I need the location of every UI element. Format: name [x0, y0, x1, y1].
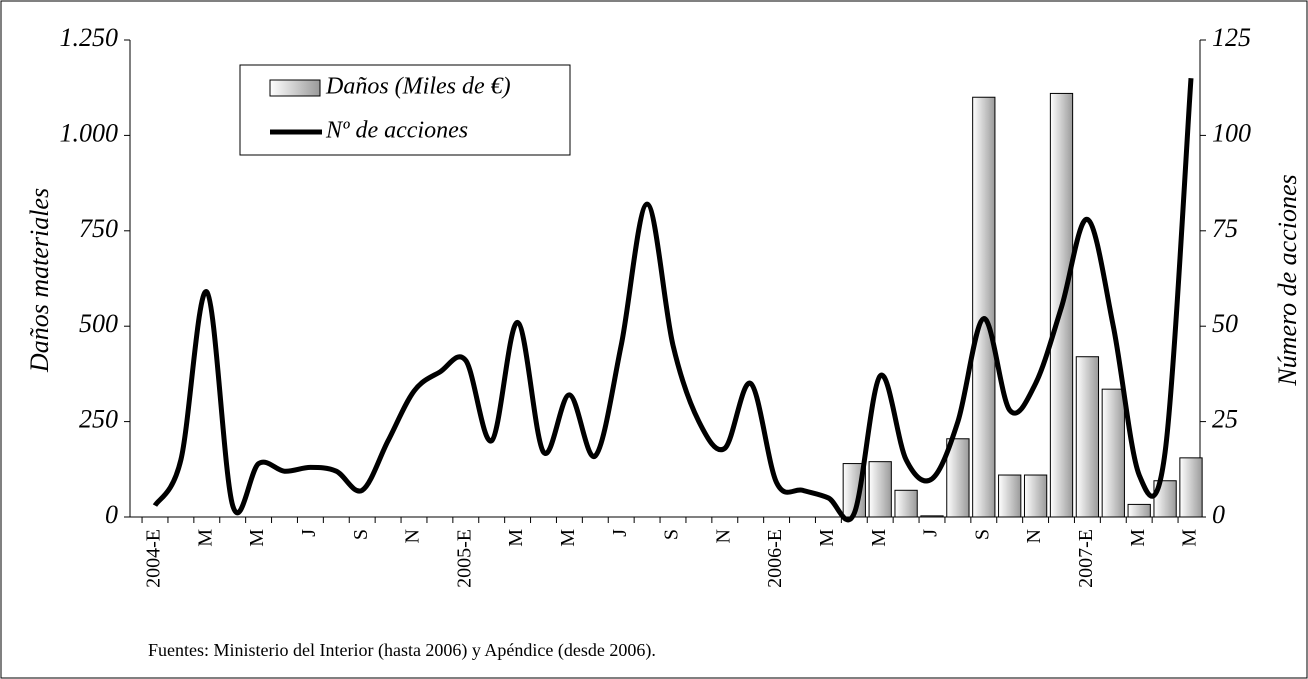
bar [1127, 503, 1151, 518]
x-tick-label: S [350, 529, 372, 540]
y-tick-label: 750 [79, 214, 118, 243]
bar [1101, 388, 1125, 518]
x-tick-label: N [1023, 529, 1045, 543]
y-tick-label: 250 [79, 405, 118, 434]
x-tick-label: M [505, 529, 527, 547]
x-tick-label: M [246, 529, 268, 547]
bar [1179, 457, 1203, 518]
bar [998, 474, 1022, 518]
x-tick-label: M [1179, 529, 1201, 547]
y-tick-label: 1.250 [60, 23, 119, 52]
legend-label: Nº de acciones [325, 118, 468, 144]
x-tick-label: N [402, 529, 424, 543]
y2-tick-label: 50 [1212, 309, 1238, 338]
y2-tick-label: 75 [1212, 214, 1238, 243]
legend-swatch [269, 79, 321, 97]
x-tick-label: 2007-E [1075, 529, 1097, 588]
source-note: Fuentes: Ministerio del Interior (hasta … [148, 640, 656, 661]
bar [1023, 474, 1048, 518]
bar [946, 438, 970, 518]
y2-tick-label: 25 [1212, 405, 1238, 434]
y-tick-label: 0 [105, 500, 118, 529]
line [152, 77, 1194, 523]
bar [1075, 356, 1100, 518]
x-tick-label: N [712, 529, 734, 543]
y-axis-title: Daños materiales [25, 188, 54, 373]
x-tick-label: S [661, 529, 683, 540]
legend-label: Daños (Miles de €) [325, 74, 511, 100]
y2-axis-title: Número de acciones [1273, 174, 1302, 386]
x-tick-label: J [609, 529, 631, 537]
bar [894, 489, 918, 518]
x-tick-label: M [868, 529, 890, 547]
bar [868, 461, 892, 518]
x-tick-label: 2006-E [764, 529, 786, 588]
x-tick-label: 2005-E [453, 529, 475, 588]
y-tick-label: 500 [79, 309, 118, 338]
x-tick-label: M [1127, 529, 1149, 547]
bar [920, 515, 944, 518]
y-tick-label: 1.000 [60, 118, 119, 147]
x-tick-label: M [816, 529, 838, 547]
x-tick-label: M [557, 529, 579, 547]
x-tick-label: 2004-E [143, 529, 165, 588]
y2-tick-label: 100 [1212, 118, 1251, 147]
x-tick-label: J [920, 529, 942, 537]
x-tick-label: S [971, 529, 993, 540]
x-tick-label: J [298, 529, 320, 537]
bar [972, 96, 996, 518]
y2-tick-label: 125 [1212, 23, 1251, 52]
y2-tick-label: 0 [1212, 500, 1225, 529]
x-tick-label: M [194, 529, 216, 547]
